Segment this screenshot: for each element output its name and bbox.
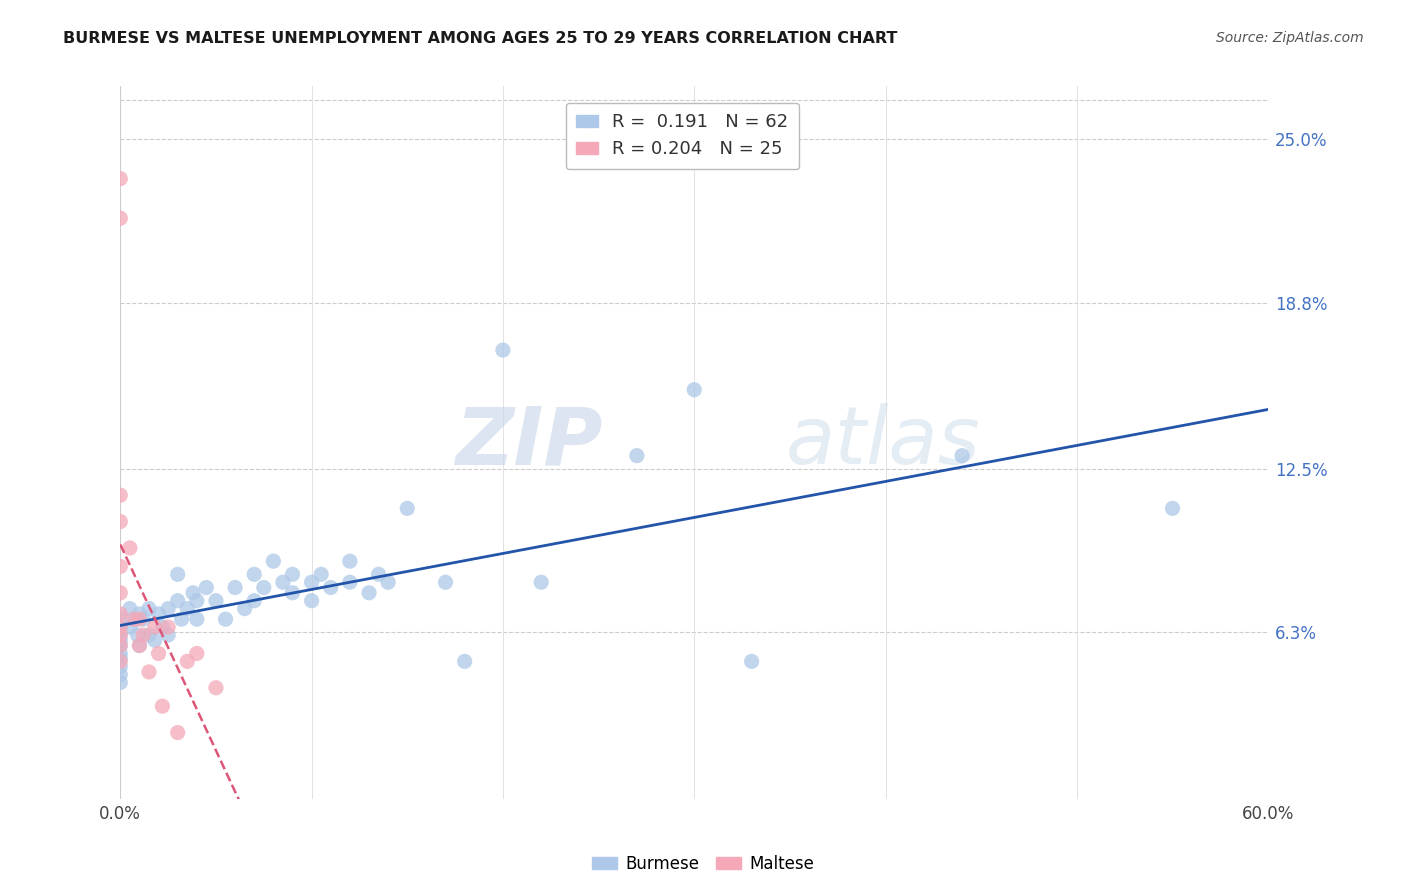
Point <box>195 581 218 595</box>
Point <box>166 725 188 739</box>
Point <box>127 628 149 642</box>
Text: Source: ZipAtlas.com: Source: ZipAtlas.com <box>1216 31 1364 45</box>
Point <box>110 639 132 653</box>
Point <box>148 607 170 621</box>
Point <box>683 383 706 397</box>
Point <box>128 607 150 621</box>
Point <box>118 620 141 634</box>
Point <box>110 639 132 653</box>
Point <box>243 593 266 607</box>
Point <box>138 601 160 615</box>
Point <box>357 586 380 600</box>
Point <box>110 628 132 642</box>
Point <box>138 665 160 679</box>
Text: atlas: atlas <box>786 403 981 482</box>
Point <box>110 607 132 621</box>
Point <box>110 654 132 668</box>
Point <box>243 567 266 582</box>
Point <box>253 581 276 595</box>
Point <box>186 647 208 661</box>
Point <box>281 567 304 582</box>
Point <box>950 449 973 463</box>
Point <box>110 515 132 529</box>
Point <box>186 612 208 626</box>
Point <box>110 628 132 642</box>
Point <box>110 612 132 626</box>
Point <box>319 581 342 595</box>
Point <box>377 575 399 590</box>
Text: BURMESE VS MALTESE UNEMPLOYMENT AMONG AGES 25 TO 29 YEARS CORRELATION CHART: BURMESE VS MALTESE UNEMPLOYMENT AMONG AG… <box>63 31 897 46</box>
Point <box>110 586 132 600</box>
Point <box>741 654 763 668</box>
Point <box>110 659 132 673</box>
Point <box>110 633 132 648</box>
Point <box>434 575 457 590</box>
Point <box>148 647 170 661</box>
Point <box>301 575 323 590</box>
Point <box>128 639 150 653</box>
Point <box>128 612 150 626</box>
Point <box>110 667 132 681</box>
Point <box>132 612 155 626</box>
Point <box>110 620 132 634</box>
Point <box>233 601 256 615</box>
Legend: Burmese, Maltese: Burmese, Maltese <box>585 848 821 880</box>
Point <box>157 601 180 615</box>
Point <box>150 699 173 714</box>
Point <box>453 654 475 668</box>
Point <box>309 567 332 582</box>
Point <box>110 647 132 661</box>
Point <box>166 567 188 582</box>
Point <box>176 654 198 668</box>
Point <box>166 593 188 607</box>
Point <box>367 567 389 582</box>
Point <box>110 211 132 226</box>
Point <box>396 501 419 516</box>
Point <box>301 593 323 607</box>
Point <box>157 620 180 634</box>
Point <box>339 554 361 568</box>
Point <box>339 575 361 590</box>
Text: ZIP: ZIP <box>456 403 602 482</box>
Point <box>110 651 132 665</box>
Point <box>1161 501 1184 516</box>
Point <box>181 586 204 600</box>
Point <box>110 171 132 186</box>
Point <box>138 628 160 642</box>
Point <box>170 612 193 626</box>
Point <box>132 628 155 642</box>
Point <box>143 620 166 634</box>
Point <box>205 593 228 607</box>
Point <box>492 343 515 358</box>
Point <box>110 488 132 502</box>
Point <box>271 575 294 590</box>
Point <box>530 575 553 590</box>
Point <box>157 628 180 642</box>
Point <box>176 601 198 615</box>
Point <box>128 639 150 653</box>
Point <box>262 554 284 568</box>
Point <box>118 601 141 615</box>
Point <box>110 559 132 574</box>
Point <box>143 633 166 648</box>
Point <box>110 675 132 690</box>
Legend: R =  0.191   N = 62, R = 0.204   N = 25: R = 0.191 N = 62, R = 0.204 N = 25 <box>565 103 800 169</box>
Point <box>281 586 304 600</box>
Point <box>224 581 246 595</box>
Point <box>186 593 208 607</box>
Point <box>122 612 145 626</box>
Point <box>110 620 132 634</box>
Point <box>150 620 173 634</box>
Point <box>214 612 236 626</box>
Point <box>205 681 228 695</box>
Point <box>118 541 141 555</box>
Point <box>626 449 648 463</box>
Point <box>124 612 146 626</box>
